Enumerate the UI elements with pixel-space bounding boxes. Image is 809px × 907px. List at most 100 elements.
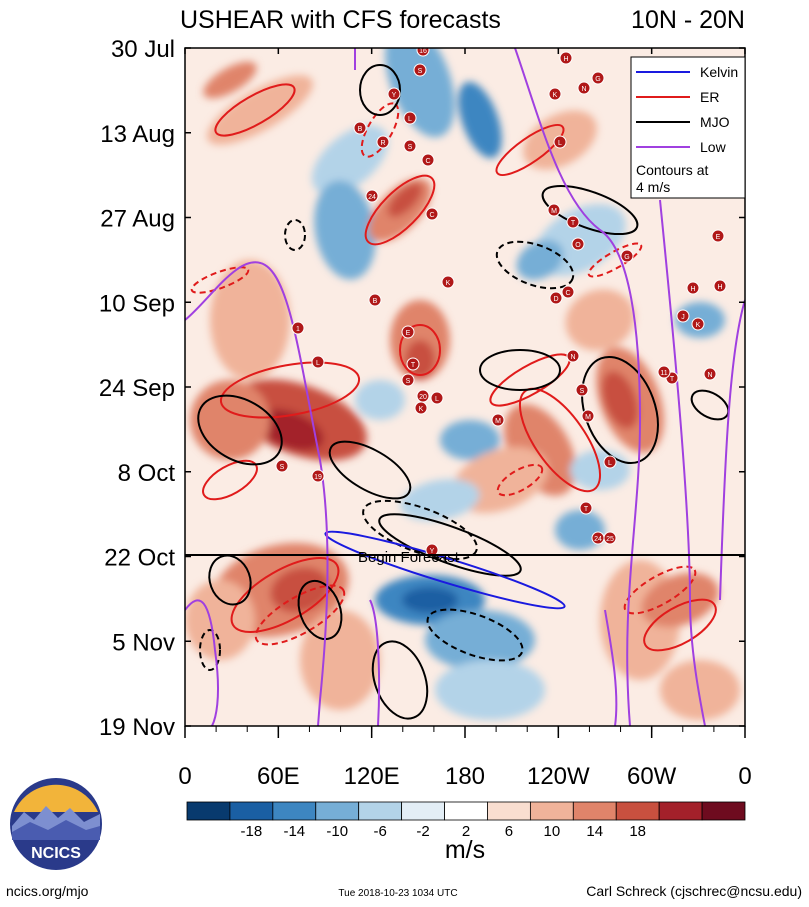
storm-dot: [403, 111, 417, 125]
storm-dot: [368, 293, 382, 307]
storm-dot: [581, 409, 595, 423]
wave-contour: [214, 83, 296, 137]
wave-contour: [199, 629, 221, 671]
storm-label: N: [707, 372, 712, 379]
colorbar-label: 6: [505, 823, 513, 840]
wave-contour: [362, 499, 478, 561]
storm-dot: [559, 51, 573, 65]
storm-marker: 16: [416, 48, 430, 57]
storm-marker: 24: [365, 189, 379, 203]
x-tick-label: 60E: [257, 763, 300, 790]
wave-contour: [587, 242, 643, 278]
storm-dot: [703, 367, 717, 381]
x-axis: 0 60E 120E 180 120W 60W 0: [178, 48, 752, 790]
storm-label: L: [608, 460, 612, 467]
footer-site: ncics.org/mjo: [6, 883, 89, 899]
storm-label: S: [418, 68, 423, 75]
colorbar-swatch: [358, 801, 403, 821]
wave-contour: [623, 565, 697, 615]
wave-contour: [230, 557, 340, 633]
storm-dot: [577, 81, 591, 95]
shading-patch: [190, 380, 270, 460]
storm-label: S: [580, 388, 585, 395]
shading-patch: [185, 580, 255, 660]
storm-label: Y: [392, 92, 397, 99]
storm-marker: C: [421, 153, 435, 167]
shading-patch: [311, 125, 389, 195]
shading-patch: [440, 420, 500, 460]
wave-contour: [495, 240, 575, 290]
x-tick-label: 120W: [527, 763, 590, 790]
storm-marker: T: [406, 357, 420, 371]
shading-patch: [387, 182, 423, 218]
storm-marker: L: [403, 111, 417, 125]
wave-contour: [371, 640, 429, 720]
wave-contour: [479, 349, 561, 391]
storm-marker: 24: [591, 531, 605, 545]
shading-patch: [314, 180, 376, 280]
storm-marker: K: [691, 317, 705, 331]
storm-marker: N: [703, 367, 717, 381]
storm-dot: [353, 121, 367, 135]
storm-marker: M: [491, 413, 505, 427]
storm-label: B: [373, 298, 378, 305]
y-tick-label: 19 Nov: [99, 714, 175, 741]
legend-note-line-2: 4 m/s: [636, 179, 670, 195]
colorbar-swatch: [529, 801, 574, 821]
wave-contour: [284, 219, 306, 251]
storm-label: L: [558, 140, 562, 147]
shading-patch: [203, 61, 257, 99]
x-tick-label: 180: [445, 763, 485, 790]
x-tick-label: 120E: [344, 763, 400, 790]
storm-dot: [425, 207, 439, 221]
storm-marker: S: [403, 139, 417, 153]
storm-label: G: [624, 254, 629, 261]
low-frequency-contour: [369, 599, 381, 726]
storm-marker: N: [577, 81, 591, 95]
storm-label: 20: [419, 394, 427, 401]
storm-label: H: [717, 284, 722, 291]
storm-dot: [547, 203, 561, 217]
y-tick-label: 30 Jul: [111, 36, 175, 63]
storm-marker: L: [311, 355, 325, 369]
storm-marker: 1: [291, 321, 305, 335]
wave-contour: [219, 361, 361, 419]
storm-marker: L: [430, 391, 444, 405]
wave-contour: [378, 513, 522, 577]
storm-label: L: [408, 116, 412, 123]
storm-dot: [406, 357, 420, 371]
storm-marker: 19: [311, 469, 325, 483]
storm-dot: [571, 237, 585, 251]
storm-label: C: [565, 290, 570, 297]
storm-marker: O: [571, 237, 585, 251]
storm-dot: [711, 229, 725, 243]
storm-marker: L: [553, 135, 567, 149]
storm-label: T: [584, 506, 589, 513]
storm-marker: M: [581, 409, 595, 423]
storm-dot: [575, 383, 589, 397]
y-tick-label: 8 Oct: [118, 460, 176, 487]
colorbar-swatch: [615, 801, 660, 821]
storm-marker: K: [548, 87, 562, 101]
logo-text: NCICS: [31, 845, 81, 862]
storm-dot: [376, 135, 390, 149]
storm-dot: [579, 501, 593, 515]
wave-contour: [324, 530, 566, 610]
shading-patch: [402, 587, 458, 613]
colorbar: -18 -14 -10 -6 -2 2 6 10 14 18: [186, 801, 746, 840]
y-tick-label: 22 Oct: [104, 545, 175, 572]
colorbar-swatch: [401, 801, 445, 821]
storm-marker: H: [713, 279, 727, 293]
shading-patch: [641, 572, 719, 628]
storm-label: 24: [594, 536, 602, 543]
storm-label: H: [563, 56, 568, 63]
colorbar-swatch: [444, 801, 488, 821]
storm-dot: [387, 87, 401, 101]
low-frequency-contour: [185, 261, 329, 726]
storm-dot: [676, 309, 690, 323]
storm-label: T: [411, 362, 416, 369]
storm-dot: [401, 325, 415, 339]
storm-dot: [603, 455, 617, 469]
storm-label: S: [406, 378, 411, 385]
